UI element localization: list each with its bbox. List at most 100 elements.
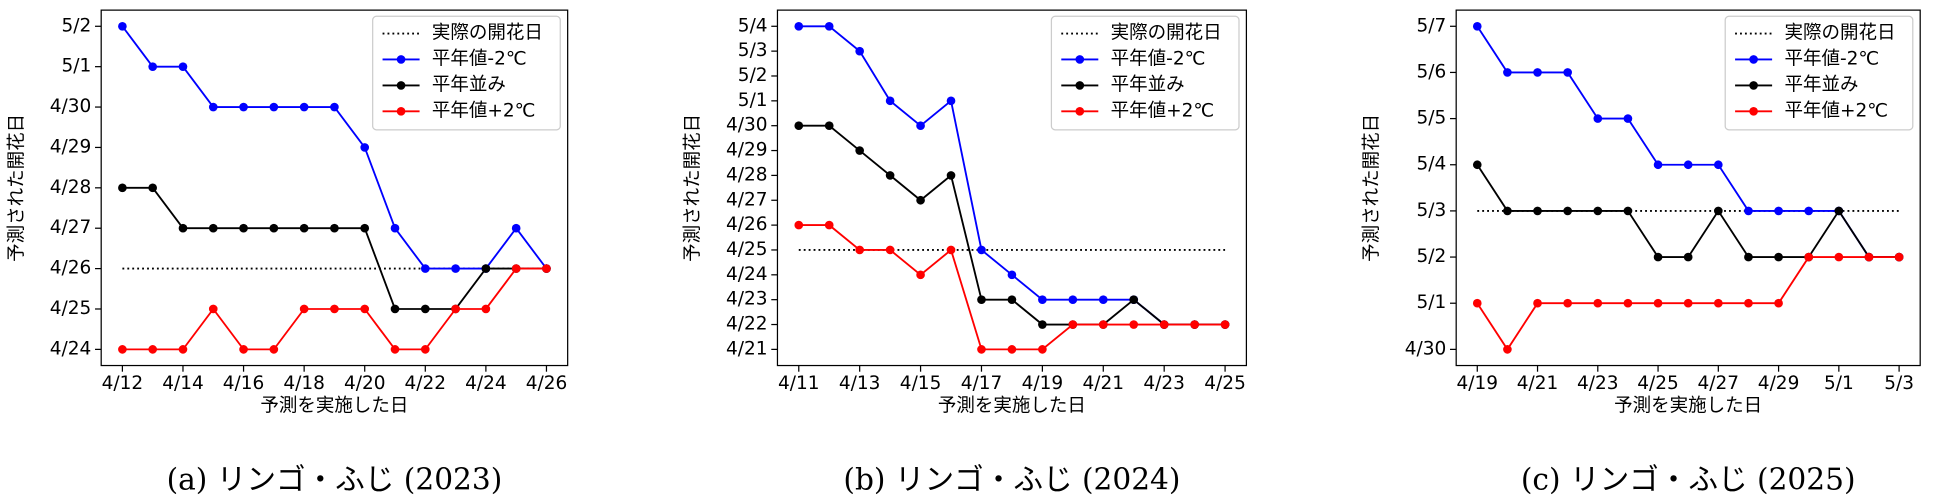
x-tick-label: 4/21 [1083, 373, 1125, 394]
data-point [1744, 206, 1753, 216]
y-tick-label: 4/28 [50, 177, 92, 198]
y-tick-label: 4/23 [726, 289, 768, 310]
data-point [360, 223, 370, 233]
x-tick-label: 4/23 [1143, 373, 1185, 394]
data-point [1593, 298, 1603, 308]
data-point [916, 195, 925, 205]
data-point [420, 304, 430, 314]
data-point [1713, 206, 1723, 216]
x-tick-label: 4/14 [162, 373, 204, 394]
data-point [794, 121, 804, 131]
y-tick-label: 5/3 [738, 40, 768, 61]
legend-label: 実際の開花日 [1111, 23, 1222, 44]
legend-label: 平年並み [1784, 74, 1858, 95]
data-point [269, 102, 279, 112]
y-axis-label: 予測された開花日 [6, 114, 27, 262]
data-point [1713, 298, 1723, 308]
x-tick-label: 4/27 [1698, 373, 1740, 394]
data-point [542, 264, 551, 273]
x-tick-label: 4/25 [1204, 373, 1246, 394]
data-point [330, 304, 339, 314]
x-tick-label: 4/11 [778, 373, 820, 394]
data-point [208, 304, 218, 314]
legend-marker [1075, 81, 1085, 90]
y-tick-label: 5/2 [1417, 246, 1447, 267]
x-tick-label: 4/12 [102, 373, 144, 394]
y-tick-label: 4/24 [50, 338, 92, 359]
x-tick-label: 5/3 [1884, 373, 1914, 394]
data-point [1804, 252, 1814, 262]
data-point [269, 345, 279, 354]
data-point [1190, 320, 1199, 329]
legend-marker [1749, 55, 1758, 64]
y-tick-label: 5/1 [1417, 292, 1447, 313]
data-point [148, 183, 158, 193]
data-point [1007, 295, 1017, 304]
data-point [1503, 345, 1512, 354]
y-axis-label: 予測された開花日 [683, 114, 704, 262]
data-point [1653, 160, 1663, 170]
legend-label: 平年値+2℃ [1784, 100, 1888, 121]
data-point [390, 345, 400, 354]
data-point [1503, 68, 1512, 77]
data-point [824, 121, 834, 131]
x-axis-label: 予測を実施した日 [938, 395, 1086, 416]
y-axis-label: 予測された開花日 [1361, 114, 1382, 262]
y-tick-label: 4/30 [726, 115, 768, 136]
data-point [1834, 206, 1844, 216]
x-tick-label: 4/19 [1457, 373, 1499, 394]
data-point [1533, 206, 1542, 216]
legend-marker [396, 81, 406, 90]
data-point [148, 62, 158, 71]
data-point [855, 146, 864, 155]
legend-marker [1075, 55, 1085, 64]
data-point [299, 223, 309, 233]
data-point [977, 245, 986, 255]
legend-box [1050, 15, 1240, 131]
x-tick-label: 4/19 [1022, 373, 1064, 394]
subplot: 4/12 4/14 4/16 4/18 4/20 4/22 4/24 4/26 4/24 4/25… [6, 9, 569, 497]
data-point [1068, 295, 1078, 304]
subplot: 4/19 4/21 4/23 4/25 4/27 4/29 5/1 5/3 4/30 5/1 5/2… [1361, 9, 1921, 497]
data-point [794, 220, 804, 230]
data-point [118, 21, 127, 31]
data-point [916, 270, 925, 280]
data-point [977, 295, 986, 304]
x-axis-label: 予測を実施した日 [260, 395, 408, 416]
y-tick-label: 5/5 [1417, 108, 1447, 129]
data-point [1804, 206, 1814, 216]
y-tick-label: 5/3 [1417, 200, 1447, 221]
data-point [330, 223, 339, 233]
data-point [1068, 320, 1078, 329]
x-tick-label: 4/17 [961, 373, 1003, 394]
legend-marker [1075, 106, 1085, 116]
plot-frame [776, 9, 1248, 367]
y-tick-label: 5/4 [1417, 154, 1447, 175]
data-point [360, 143, 370, 152]
legend-label: 実際の開花日 [432, 23, 543, 44]
y-tick-label: 4/22 [726, 314, 768, 335]
x-tick-label: 4/23 [1577, 373, 1619, 394]
data-point [1220, 320, 1230, 329]
data-point [239, 223, 248, 233]
caption: (c) リンゴ・ふじ (2025) [1521, 463, 1856, 497]
data-point [946, 245, 956, 255]
data-point [481, 304, 491, 314]
data-point [1503, 206, 1512, 216]
legend-label: 平年値-2℃ [432, 48, 527, 69]
data-point [1653, 298, 1663, 308]
y-tick-label: 4/27 [50, 217, 92, 238]
data-point [481, 264, 491, 273]
data-point [1774, 298, 1783, 308]
data-point [118, 183, 127, 193]
data-point [178, 345, 188, 354]
data-point [1713, 160, 1723, 170]
legend-label: 平年値+2℃ [1111, 100, 1215, 121]
series-line [122, 186, 547, 310]
data-point [855, 245, 864, 255]
subplot: 4/11 4/13 4/15 4/17 4/19 4/21 4/23 4/25 4/21 4/22… [683, 9, 1248, 497]
data-point [1744, 298, 1753, 308]
data-point [1098, 320, 1108, 329]
data-point [1038, 295, 1047, 304]
